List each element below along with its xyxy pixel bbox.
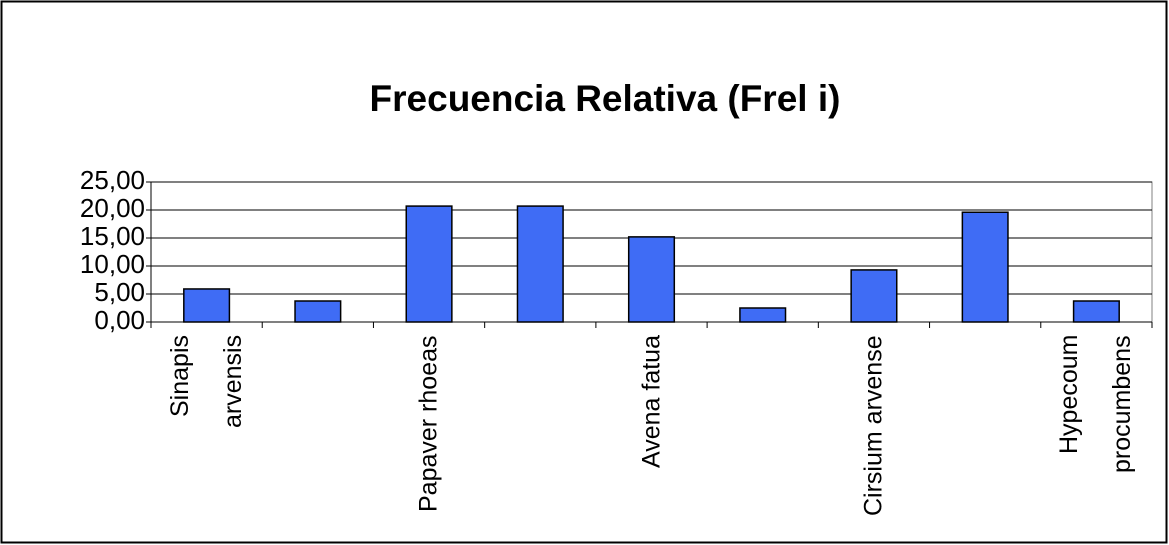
- y-tick-label: 0,00: [94, 305, 145, 335]
- x-tick-label: Avena fatua: [637, 335, 665, 468]
- bar: [1072, 300, 1120, 323]
- bar: [183, 288, 231, 323]
- x-tick-label: Sinapis arvensis: [165, 335, 247, 429]
- y-tick-label: 15,00: [80, 221, 145, 251]
- y-tick-label: 20,00: [80, 193, 145, 223]
- chart-title: Frecuencia Relativa (Frel i): [370, 78, 841, 119]
- bar: [961, 211, 1009, 323]
- x-tick-label: Papaver rhoeas: [414, 335, 443, 512]
- bar: [627, 236, 676, 323]
- bar: [405, 205, 453, 323]
- bar: [850, 269, 898, 323]
- bar: [739, 307, 787, 323]
- bar: [294, 300, 342, 323]
- bar: [516, 205, 564, 323]
- y-tick-label: 5,00: [94, 277, 145, 307]
- y-tick-label: 10,00: [80, 249, 145, 279]
- x-tick-label: Cirsium arvense: [859, 335, 888, 516]
- x-tick-label: Hypecoum procumbens: [1055, 335, 1137, 473]
- y-tick-label: 25,00: [80, 165, 145, 195]
